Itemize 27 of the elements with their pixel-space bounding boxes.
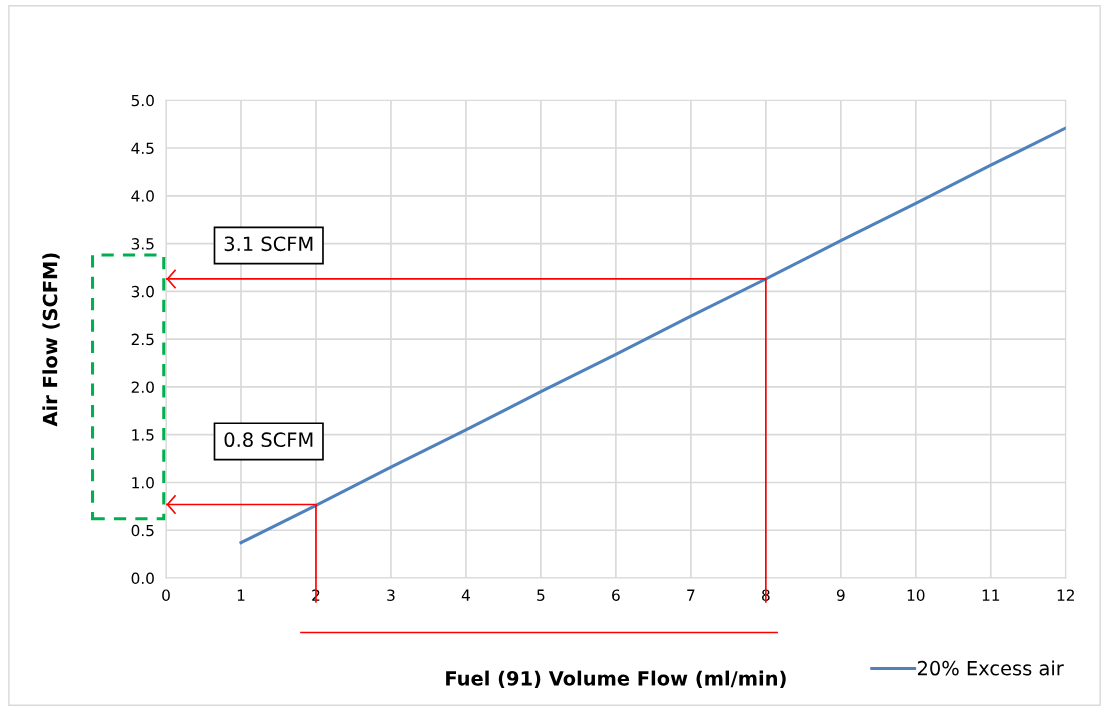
x-tick-label: 12 — [1057, 589, 1074, 601]
x-tick-label: 5 — [537, 589, 545, 601]
x-tick-label: 11 — [982, 589, 1000, 601]
y-tick-label: 4.5 — [131, 142, 154, 155]
x-tick-label: 0 — [162, 589, 170, 601]
x-tick-label: 9 — [836, 589, 845, 601]
x-tick-label: 7 — [687, 589, 695, 601]
y-tick-label: 1.5 — [132, 429, 154, 441]
x-axis-title: Fuel (91) Volume Flow (ml/min) — [446, 670, 786, 688]
annotation: 0.8 SCFM — [224, 432, 313, 448]
x-tick-label: 6 — [612, 589, 620, 601]
y-tick-label: 0.5 — [131, 524, 154, 537]
y-tick-label: 3.5 — [131, 238, 154, 250]
y-tick-label: 2.5 — [131, 333, 154, 346]
y-tick-label: 2.0 — [131, 381, 154, 393]
y-tick-label: 0.0 — [131, 572, 154, 585]
annotation: 3.1 SCFM — [224, 236, 313, 252]
y-tick-label: 4.0 — [131, 190, 154, 202]
y-tick-label: 3.0 — [131, 285, 154, 298]
x-tick-label: 1 — [237, 589, 245, 601]
y-axis-title: Air Flow (SCFM) — [42, 253, 60, 427]
legend-label: 20% Excess air — [917, 660, 1064, 676]
x-tick-label: 3 — [387, 589, 395, 601]
y-tick-label: 1.0 — [132, 476, 154, 489]
x-tick-label: 4 — [461, 589, 470, 601]
y-tick-label: 5.0 — [131, 94, 154, 107]
x-tick-label: 10 — [907, 589, 925, 601]
